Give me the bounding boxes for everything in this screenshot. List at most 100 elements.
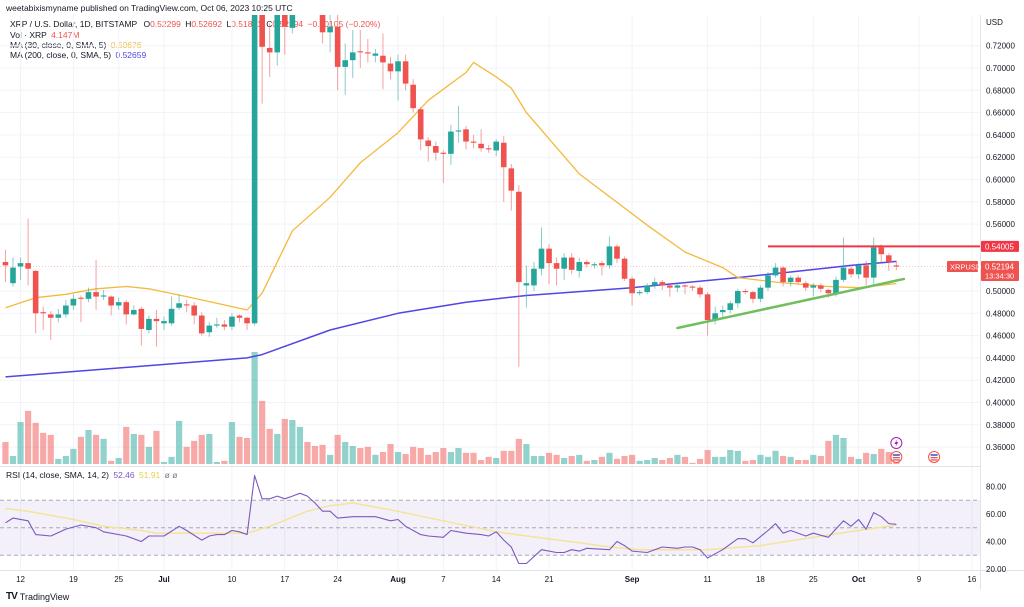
candle[interactable] [621,256,628,281]
candle[interactable] [274,1,281,66]
candle[interactable] [508,163,515,211]
candle[interactable] [236,314,243,323]
candle[interactable] [25,218,31,286]
candle[interactable] [584,259,590,268]
candle[interactable] [493,139,499,157]
rsi-legend[interactable]: RSI (14, close, SMA, 14, 2) 52.46 51.91 … [6,470,177,480]
axes[interactable]: USD 0.72000 0.70000 0.68000 0.66000 0.64000 0.… [16,18,1019,584]
candle[interactable] [168,296,175,326]
candle[interactable] [787,275,794,287]
candle[interactable] [667,283,673,297]
candle[interactable] [674,283,681,293]
candle[interactable] [319,0,326,44]
ma30-legend[interactable]: MA (30, close, 0, SMA, 5) 0.50676 [10,40,141,50]
candle[interactable] [55,308,62,323]
drawings[interactable] [676,245,980,330]
candle[interactable] [63,299,69,318]
candle[interactable] [357,30,364,68]
candle[interactable] [614,244,620,264]
candle[interactable] [387,56,394,80]
candle[interactable] [206,322,213,337]
candle[interactable] [100,289,107,300]
candle[interactable] [802,280,809,291]
candle[interactable] [840,237,847,283]
candle[interactable] [146,315,152,334]
candle[interactable] [123,299,130,325]
candle[interactable] [682,284,688,295]
candle[interactable] [433,141,439,161]
candle[interactable] [153,309,160,347]
candle[interactable] [47,311,54,341]
candle[interactable] [259,0,265,104]
candle[interactable] [85,287,92,303]
candle[interactable] [848,266,854,278]
candle[interactable] [500,136,507,202]
candle[interactable] [380,33,386,90]
candle[interactable] [735,288,741,308]
ma200-legend[interactable]: MA (200, close, 0, SMA, 5) 0.52659 [10,50,146,60]
candle[interactable] [93,259,99,310]
candle[interactable] [440,150,447,183]
candle[interactable] [719,305,726,318]
candle[interactable] [448,124,454,166]
candle[interactable] [478,129,484,152]
candle[interactable] [644,283,650,295]
candle[interactable] [704,292,711,336]
candle[interactable] [561,253,567,280]
candle[interactable] [742,288,749,295]
candle[interactable] [757,285,764,303]
candle[interactable] [410,79,416,113]
candle[interactable] [183,299,190,313]
candle[interactable] [523,265,530,308]
candle[interactable] [161,316,167,331]
candle[interactable] [372,49,379,63]
candle[interactable] [78,295,84,323]
candle[interactable] [229,313,235,331]
candle[interactable] [553,257,560,286]
candle[interactable] [531,262,537,291]
candle[interactable] [576,257,583,278]
candle[interactable] [251,0,258,326]
candle[interactable] [221,319,228,331]
candle[interactable] [327,14,333,53]
candle[interactable] [697,285,703,298]
candle[interactable] [115,297,122,310]
candle[interactable] [214,317,220,328]
candle[interactable] [305,0,311,12]
candle[interactable] [591,262,598,269]
candle[interactable] [282,0,288,55]
candle[interactable] [176,294,182,310]
candle[interactable] [17,257,24,280]
candle[interactable] [349,30,356,79]
candle[interactable] [70,294,77,310]
candle[interactable] [689,285,696,291]
candle[interactable] [629,276,635,306]
candle[interactable] [289,0,296,34]
candle[interactable] [32,269,39,334]
candle[interactable] [266,23,273,77]
candle[interactable] [765,272,771,291]
candle[interactable] [342,43,348,95]
candle[interactable] [606,236,613,269]
candle[interactable] [750,291,756,304]
candle[interactable] [40,306,46,331]
candle[interactable] [810,283,817,297]
candle[interactable] [568,253,575,275]
candle[interactable] [131,305,137,316]
candle[interactable] [651,277,658,289]
candle[interactable] [10,257,16,287]
candle[interactable] [772,263,779,278]
candle[interactable] [795,275,801,285]
event-icons[interactable] [890,437,941,463]
candle[interactable] [712,306,718,325]
us-flag-icon[interactable] [928,451,941,463]
candle[interactable] [198,312,205,336]
candle[interactable] [244,316,250,331]
lightning-icon[interactable] [890,437,903,449]
candle[interactable] [365,39,371,63]
candle[interactable] [191,302,197,325]
candle[interactable] [334,14,341,91]
candle[interactable] [312,0,318,12]
us-flag-icon[interactable] [890,451,903,463]
